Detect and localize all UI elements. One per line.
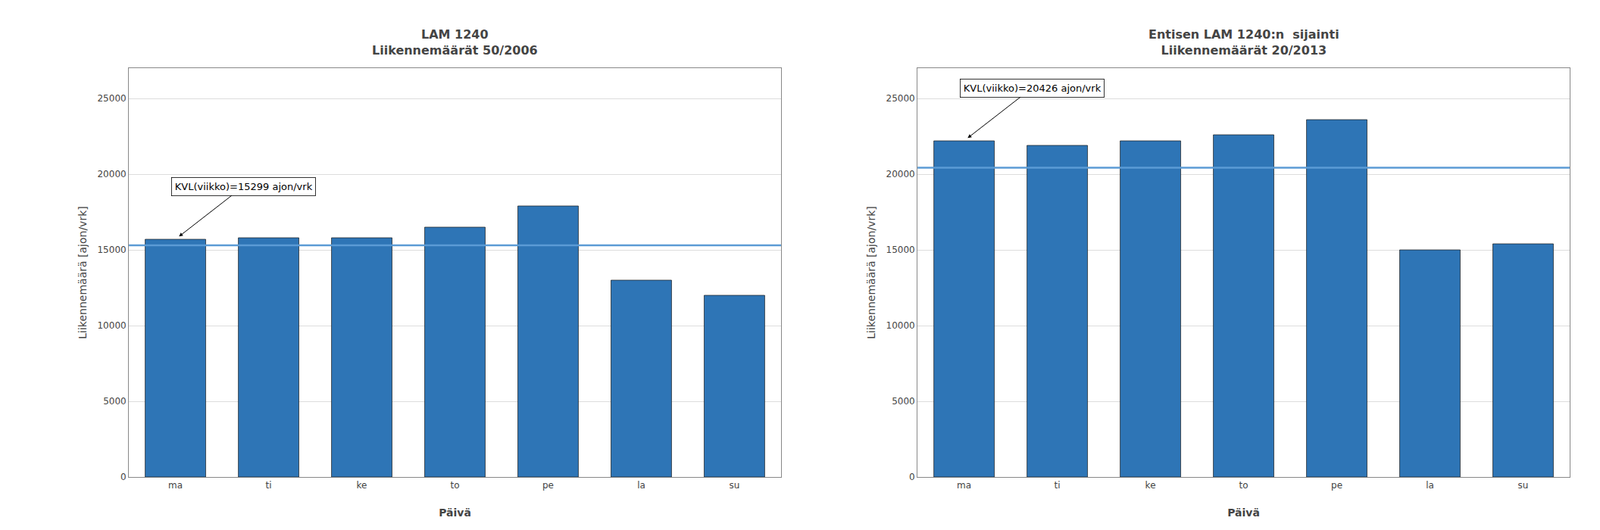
svg-text:10000: 10000 (886, 320, 916, 332)
svg-text:10000: 10000 (96, 320, 126, 332)
svg-text:LAM 1240Liikennemäärät 50/2006: LAM 1240Liikennemäärät 50/2006 (371, 27, 538, 58)
svg-text:to: to (450, 480, 460, 491)
svg-text:to: to (1239, 480, 1249, 491)
svg-text:5000: 5000 (891, 396, 916, 407)
svg-text:KVL(viikko)=20426 ajon/vrk: KVL(viikko)=20426 ajon/vrk (963, 82, 1102, 94)
svg-text:pe: pe (1331, 480, 1343, 491)
svg-text:Liikennemäärä [ajon/vrk]: Liikennemäärä [ajon/vrk] (76, 206, 89, 339)
svg-text:su: su (729, 480, 741, 491)
svg-text:0: 0 (909, 471, 916, 483)
svg-text:20000: 20000 (96, 168, 126, 180)
svg-text:Päivä: Päivä (1227, 506, 1260, 519)
svg-text:15000: 15000 (886, 244, 916, 256)
svg-text:su: su (1518, 480, 1529, 491)
svg-text:0: 0 (120, 471, 127, 483)
svg-text:ma: ma (168, 480, 183, 491)
svg-text:ti: ti (265, 480, 272, 491)
svg-text:ke: ke (1145, 480, 1157, 491)
svg-text:KVL(viikko)=15299 ajon/vrk: KVL(viikko)=15299 ajon/vrk (175, 181, 313, 193)
svg-text:Liikennemäärä [ajon/vrk]: Liikennemäärä [ajon/vrk] (865, 206, 878, 339)
svg-text:ti: ti (1054, 480, 1061, 491)
svg-text:Entisen LAM 1240:n sijaintiLi: Entisen LAM 1240:n sijaintiLiikennemäärä… (1148, 27, 1340, 58)
svg-text:pe: pe (542, 480, 554, 491)
svg-text:ke: ke (356, 480, 368, 491)
svg-text:la: la (637, 480, 646, 491)
svg-text:25000: 25000 (96, 93, 126, 104)
svg-text:20000: 20000 (886, 168, 916, 180)
svg-text:25000: 25000 (886, 93, 916, 104)
svg-text:Päivä: Päivä (438, 506, 472, 519)
svg-text:la: la (1425, 480, 1435, 491)
svg-text:5000: 5000 (103, 396, 127, 407)
svg-text:ma: ma (956, 480, 972, 491)
svg-text:15000: 15000 (96, 244, 126, 256)
